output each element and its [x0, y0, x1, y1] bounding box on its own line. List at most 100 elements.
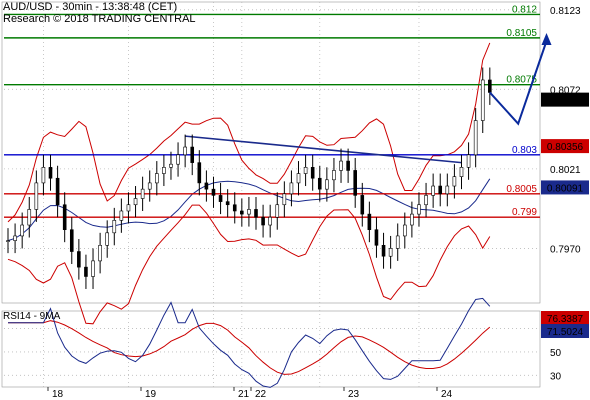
- level-lines: 0.812 0.8105 0.8075 0.803 0.8005 0.799: [4, 4, 540, 218]
- candle-body: [183, 146, 187, 156]
- x-tick-label: 18: [52, 389, 64, 400]
- bollinger-bands: [7, 42, 491, 325]
- level-label: 0.8005: [506, 184, 537, 195]
- candle-body: [155, 173, 159, 184]
- candle-body: [332, 170, 336, 181]
- level-label: 0.803: [512, 145, 537, 156]
- y-tick-label: 0.8072: [550, 85, 581, 96]
- candle-body: [119, 210, 124, 221]
- level-label: 0.8075: [506, 75, 537, 86]
- candle-body: [402, 224, 407, 237]
- price-panel-frame: [1, 1, 541, 304]
- candle-body: [6, 240, 10, 242]
- candle-body: [488, 79, 492, 93]
- candle-body: [466, 154, 471, 168]
- candle-body: [289, 182, 294, 195]
- price-badge-text: 0.80091: [547, 183, 584, 194]
- candle-body: [282, 193, 287, 206]
- price-badge-box: [541, 180, 589, 195]
- candle-body: [218, 195, 223, 202]
- y-tick-label: 0.8123: [550, 6, 581, 17]
- level-label: 0.8105: [506, 28, 537, 39]
- candle-body: [91, 260, 95, 277]
- candle-body: [339, 160, 343, 171]
- candle-body: [232, 204, 237, 212]
- candle-body: [268, 216, 272, 226]
- candle-body: [126, 204, 131, 212]
- chart-subtitle: Research © 2018 TRADING CENTRAL: [3, 13, 196, 25]
- candle-body: [55, 177, 60, 206]
- candle-body: [438, 185, 443, 195]
- rsi-panel: [4, 297, 540, 388]
- candle-body: [77, 251, 81, 268]
- candle-body: [197, 162, 202, 184]
- price-badges: 0.80654 0.80356 0.80091 76.3387 71.5024: [541, 92, 589, 338]
- candle-body: [381, 244, 386, 257]
- level-label: 0.799: [512, 207, 537, 218]
- candle-body: [204, 182, 209, 190]
- candle-body: [20, 224, 24, 237]
- upper-band: [7, 42, 491, 223]
- candle-body: [410, 213, 414, 226]
- candle-body: [41, 167, 46, 184]
- candle-body: [69, 229, 74, 252]
- x-tick-label: 24: [441, 389, 453, 400]
- candle-body: [169, 163, 173, 168]
- candle-body: [225, 201, 230, 206]
- y-tick-label: 0.7970: [550, 244, 581, 255]
- candle-body: [452, 176, 457, 187]
- price-badge-text: 0.80356: [547, 142, 584, 153]
- rsi-label: RSI14 - 9MA: [3, 311, 61, 322]
- forecast-path: [489, 40, 548, 126]
- candle-body: [431, 185, 435, 196]
- price-badge-box: [541, 139, 589, 154]
- lower-band: [7, 204, 491, 325]
- rsi-ma-badge-box: [541, 324, 589, 338]
- candle-body: [303, 167, 308, 174]
- candle-body: [13, 235, 17, 241]
- candle-body: [105, 232, 109, 246]
- level-label: 0.812: [512, 4, 537, 15]
- forecast-arrow: [489, 32, 552, 126]
- forecast-arrowhead: [541, 32, 552, 45]
- candle-body: [261, 216, 265, 226]
- descending-trendline: [185, 135, 462, 164]
- candle-body: [176, 154, 180, 165]
- candle-body: [459, 167, 464, 177]
- candle-body: [162, 167, 166, 174]
- candle-body: [417, 204, 421, 215]
- rsi-tick-label: 50: [550, 348, 562, 359]
- candle-body: [84, 266, 88, 277]
- candle-body: [140, 188, 145, 199]
- candle-body: [445, 185, 450, 195]
- candle-body: [395, 235, 400, 249]
- candles: [6, 67, 492, 289]
- candle-body: [473, 120, 478, 156]
- x-tick-label: 22: [255, 389, 267, 400]
- price-badge-box: [541, 92, 589, 107]
- candle-body: [424, 195, 428, 206]
- candle-body: [296, 173, 301, 184]
- candle-body: [480, 79, 485, 121]
- candle-body: [325, 179, 329, 190]
- candle-body: [310, 167, 315, 179]
- candle-body: [147, 182, 152, 190]
- rsi-badge-text: 76.3387: [547, 314, 584, 325]
- moving-average: [7, 178, 491, 242]
- rsi-tick-label: 30: [550, 371, 562, 382]
- candle-body: [211, 188, 216, 196]
- candle-body: [240, 210, 244, 215]
- candle-body: [27, 209, 32, 226]
- candle-body: [360, 195, 365, 215]
- price-badge-text: 0.80654: [547, 96, 584, 107]
- candle-body: [133, 198, 138, 206]
- x-tick-label: 23: [348, 389, 360, 400]
- candle-body: [353, 170, 358, 196]
- candle-body: [388, 248, 393, 257]
- x-tick-label: 21: [238, 389, 250, 400]
- candle-body: [254, 209, 258, 218]
- candle-body: [317, 177, 322, 190]
- candle-body: [346, 160, 350, 171]
